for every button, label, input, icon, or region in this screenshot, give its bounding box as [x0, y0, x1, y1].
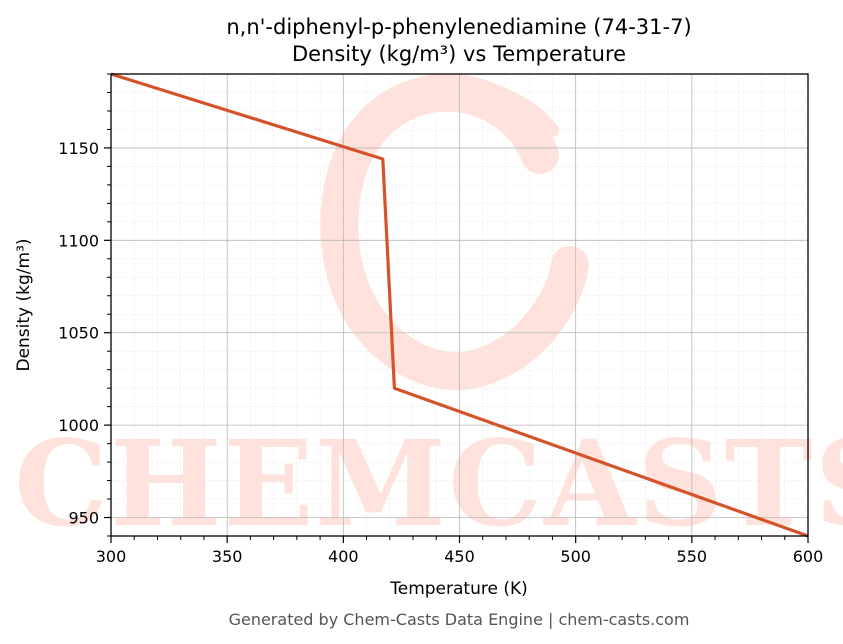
- watermark-text: CHEMCASTS: [14, 414, 843, 553]
- y-tick-label: 1000: [58, 416, 99, 435]
- x-tick-label: 500: [560, 547, 591, 566]
- series-line-density: [110, 72, 809, 538]
- x-tick-label: 300: [96, 547, 127, 566]
- x-tick-label: 400: [328, 547, 359, 566]
- y-axis-ticks: 950 1000 1050 1100 1150: [58, 73, 111, 537]
- y-tick-label: 1100: [58, 231, 99, 250]
- y-tick-label: 950: [68, 509, 99, 528]
- x-tick-label: 600: [793, 547, 824, 566]
- y-tick-label: 1050: [58, 324, 99, 343]
- y-tick-label: 1150: [58, 139, 99, 158]
- chart-title: n,n'-diphenyl-p-phenylenediamine (74-31-…: [226, 15, 691, 39]
- series-layer: [110, 72, 809, 538]
- x-axis-label: Temperature (K): [389, 579, 528, 599]
- x-tick-label: 450: [444, 547, 475, 566]
- watermark: CHEMCASTS: [14, 73, 843, 553]
- x-tick-label: 350: [212, 547, 243, 566]
- y-axis-label: Density (kg/m³): [14, 238, 34, 371]
- footer-credit: Generated by Chem-Casts Data Engine | ch…: [229, 610, 690, 629]
- watermark-logo-icon: [320, 73, 589, 391]
- x-tick-label: 550: [677, 547, 708, 566]
- x-axis-ticks: 300 350 400 450 500 550 600: [96, 536, 824, 566]
- chart-subtitle: Density (kg/m³) vs Temperature: [292, 42, 626, 66]
